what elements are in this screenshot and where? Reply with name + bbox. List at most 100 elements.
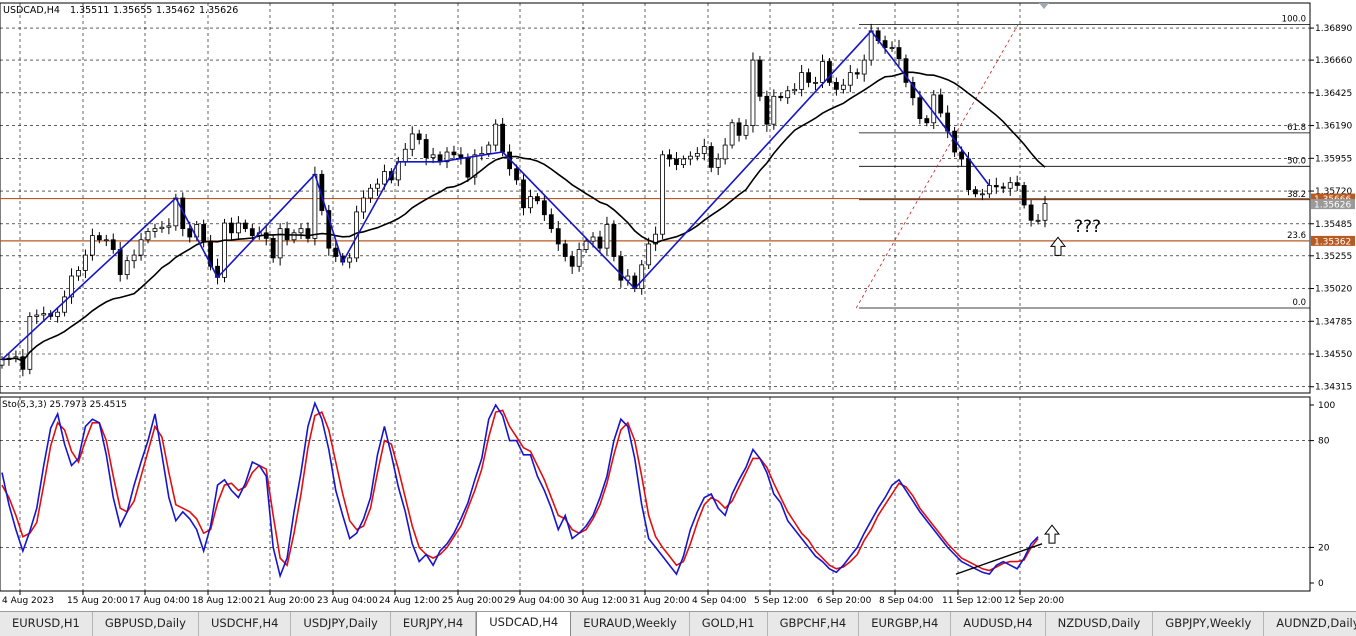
- x-axis-label: 4 Sep 04:00: [692, 596, 747, 606]
- candle-bull: [687, 155, 693, 160]
- stochastic-tick-label: 80: [1318, 437, 1330, 447]
- tab-audnzd-daily[interactable]: AUDNZD,Daily: [1264, 612, 1356, 636]
- candle-bear: [521, 179, 526, 209]
- candle-bear: [597, 236, 603, 249]
- tab-euraud-weekly[interactable]: EURAUD,Weekly: [571, 612, 690, 636]
- x-axis-label: 4 Aug 2023: [2, 596, 54, 606]
- candle-bear: [1014, 182, 1020, 186]
- x-axis-label: 29 Aug 04:00: [504, 596, 565, 606]
- candle-bear: [1028, 204, 1034, 221]
- candle-bull: [493, 123, 499, 146]
- chart-tab-bar: EURUSD,H1 GBPUSD,Daily USDCHF,H4 USDJPY,Dai…: [0, 611, 1356, 636]
- tab-eurjpy-h4[interactable]: EURJPY,H4: [391, 612, 477, 636]
- x-axis-label: 11 Sep 12:00: [942, 596, 1002, 606]
- price-tag-label: 1.35362: [1314, 237, 1351, 247]
- candle-bull: [83, 254, 88, 271]
- candle-bear: [110, 239, 116, 250]
- fib-level-label: 38.2: [1287, 190, 1306, 200]
- up-arrow-icon: [1043, 524, 1061, 544]
- candle-bear: [736, 122, 742, 136]
- tab-usdcad-h4[interactable]: USDCAD,H4: [476, 612, 572, 636]
- price-tick-label: 1.36890: [1315, 24, 1352, 34]
- candle-bull: [931, 94, 937, 124]
- tab-eurgbp-h4[interactable]: EURGBP,H4: [859, 612, 952, 636]
- candle-bull: [681, 158, 686, 165]
- candle-bull: [701, 146, 707, 154]
- candle-bear: [187, 228, 193, 238]
- candle-bull: [1007, 182, 1013, 189]
- candle-bear: [854, 72, 860, 75]
- candle-bear: [806, 72, 811, 83]
- candle-bull: [361, 197, 366, 213]
- price-tick-label: 1.34315: [1315, 383, 1352, 393]
- candle-bull: [27, 315, 33, 370]
- x-axis-label: 21 Aug 20:00: [254, 596, 315, 606]
- tab-gbpchf-h4[interactable]: GBPCHF,H4: [768, 612, 860, 636]
- candle-bull: [792, 88, 798, 92]
- x-axis-label: 18 Aug 12:00: [192, 596, 253, 606]
- tab-audusd-h4[interactable]: AUDUSD,H4: [951, 612, 1046, 636]
- candle-bear: [882, 40, 888, 48]
- candle-bull: [62, 296, 67, 313]
- candle-bear: [1000, 186, 1006, 189]
- candle-bull: [750, 59, 756, 126]
- candle-bull: [145, 231, 151, 241]
- candle-bear: [618, 256, 624, 281]
- candle-bull: [402, 148, 408, 163]
- stochastic-main-line: [1, 400, 1039, 579]
- candle-bull: [813, 81, 818, 84]
- tab-eurusd-h1[interactable]: EURUSD,H1: [0, 612, 93, 636]
- stochastic-tick-label: 100: [1318, 401, 1335, 411]
- price-tick-label: 1.36425: [1315, 89, 1352, 99]
- candle-bull: [486, 144, 492, 154]
- candle-bear: [326, 210, 332, 249]
- price-tag: [1311, 199, 1355, 210]
- symbol-label: USDCAD,H4: [3, 5, 60, 16]
- candle-bear: [305, 228, 311, 239]
- fib-level-label: 0.0: [1292, 298, 1306, 308]
- candle-bull: [639, 264, 645, 289]
- candle-bull: [820, 61, 825, 83]
- price-tick-label: 1.34550: [1315, 350, 1352, 360]
- candle-bull: [222, 222, 227, 278]
- candle-bull: [444, 151, 450, 163]
- stochastic-tick-label: 0: [1318, 579, 1324, 589]
- fib-level-label: 61.8: [1287, 123, 1306, 133]
- candle-bull: [590, 236, 596, 242]
- stochastic-header: Sto(5,3,3) 25.7973 25.4515: [2, 400, 127, 410]
- candle-bear: [917, 97, 923, 120]
- stochastic-panel-frame: [0, 396, 1311, 592]
- tab-usdchf-h4[interactable]: USDCHF,H4: [199, 612, 292, 636]
- candle-bear: [778, 95, 784, 99]
- price-tick-label: 1.34785: [1315, 317, 1352, 327]
- candle-bear: [903, 58, 909, 83]
- candle-bull: [312, 173, 318, 239]
- tab-gbpjpy-weekly[interactable]: GBPJPY,Weekly: [1153, 612, 1265, 636]
- candle-bull: [729, 122, 735, 146]
- moving-average-line: [1, 71, 1046, 362]
- stochastic-tick-label: 20: [1318, 543, 1330, 553]
- chart-canvas[interactable]: 1.36890 1.36660 1.36425 1.36190 1.35955 1.357…: [0, 0, 1356, 611]
- candle-bull: [41, 313, 47, 316]
- candle-bull: [0, 359, 5, 366]
- price-tag: [1311, 193, 1355, 204]
- candle-bull: [131, 254, 137, 262]
- candle-bull: [138, 239, 144, 256]
- candle-bear: [973, 189, 978, 195]
- tab-gold-h1[interactable]: GOLD,H1: [690, 612, 768, 636]
- candle-bull: [646, 243, 652, 266]
- candle-bull: [743, 125, 749, 136]
- candle-bull: [152, 228, 158, 232]
- shift-marker-icon: [1039, 3, 1049, 9]
- price-tick-label: 1.35485: [1315, 220, 1352, 230]
- candle-bear: [451, 151, 457, 156]
- candle-bull: [660, 154, 665, 235]
- candle-bear: [541, 200, 547, 216]
- price-tag-label: 1.35626: [1314, 201, 1351, 211]
- candle-bull: [472, 154, 478, 178]
- candle-bear: [201, 224, 207, 242]
- tab-usdjpy-daily[interactable]: USDJPY,Daily: [291, 612, 391, 636]
- tab-nzdusd-daily[interactable]: NZDUSD,Daily: [1046, 612, 1154, 636]
- tab-gbpusd-daily[interactable]: GBPUSD,Daily: [93, 612, 199, 636]
